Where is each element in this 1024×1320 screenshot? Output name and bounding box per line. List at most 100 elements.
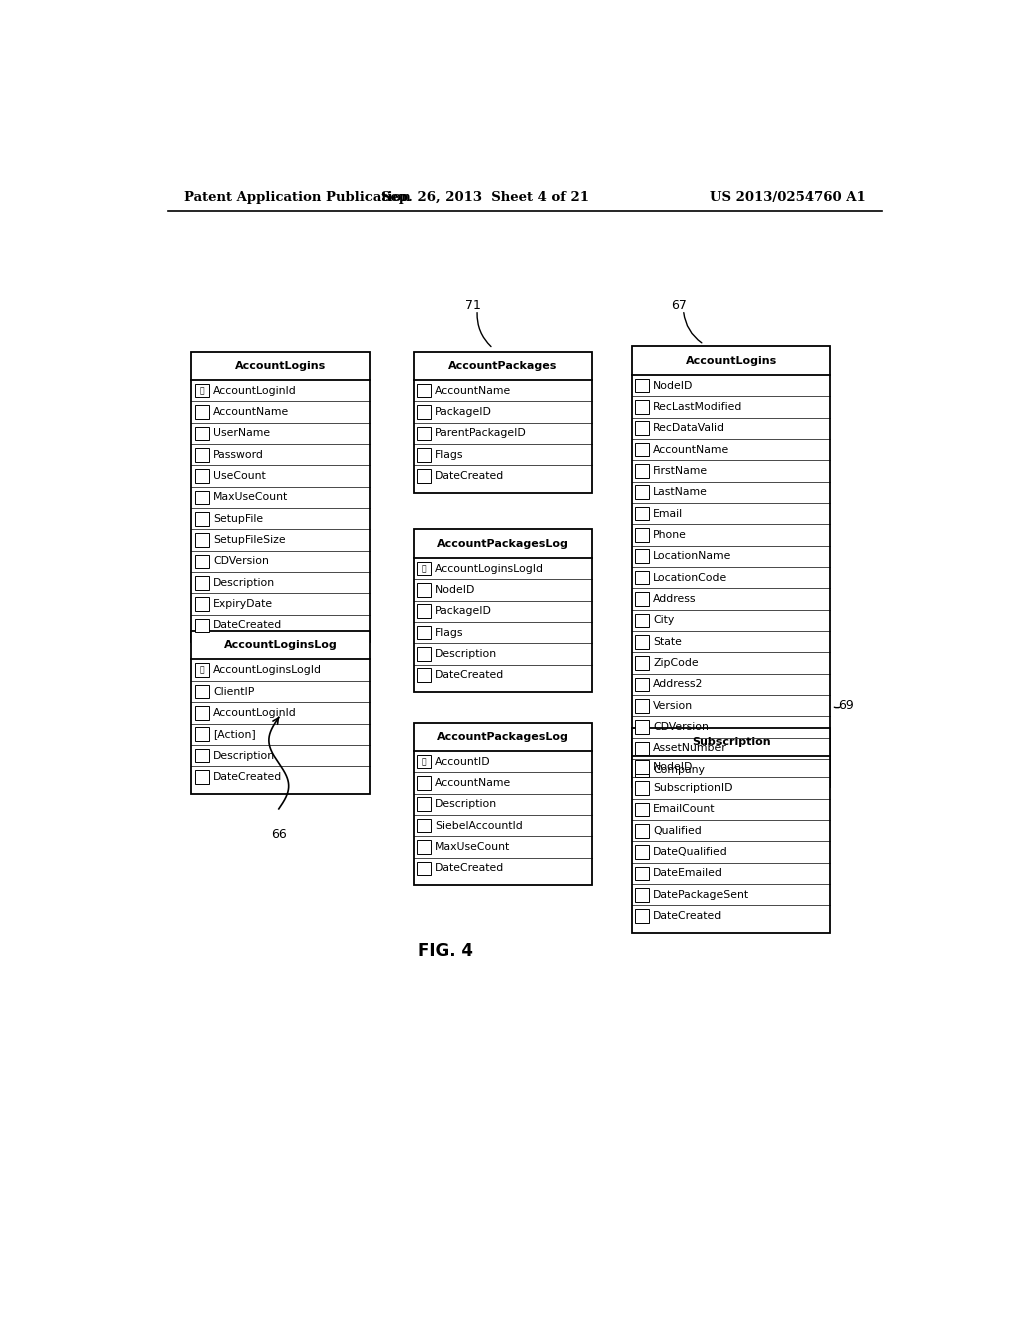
Bar bbox=[417, 384, 431, 397]
Bar bbox=[191, 351, 370, 643]
Text: AccountLoginsLogId: AccountLoginsLogId bbox=[213, 665, 322, 675]
Bar bbox=[635, 465, 649, 478]
Bar bbox=[417, 841, 431, 854]
Text: LocationCode: LocationCode bbox=[653, 573, 728, 582]
Bar bbox=[635, 614, 649, 627]
Bar bbox=[417, 447, 431, 462]
Bar bbox=[417, 562, 431, 576]
Bar bbox=[635, 803, 649, 816]
Bar bbox=[414, 722, 592, 886]
Text: Ⓚ: Ⓚ bbox=[422, 758, 426, 766]
Bar bbox=[635, 507, 649, 520]
Text: State: State bbox=[653, 636, 682, 647]
Bar bbox=[191, 631, 370, 793]
Text: DatePackageSent: DatePackageSent bbox=[653, 890, 750, 900]
Bar bbox=[417, 797, 431, 812]
Bar bbox=[632, 727, 830, 933]
Bar bbox=[635, 742, 649, 755]
Bar bbox=[635, 593, 649, 606]
Bar bbox=[635, 442, 649, 457]
Text: LocationName: LocationName bbox=[653, 552, 732, 561]
Bar bbox=[195, 405, 209, 418]
Text: EmailCount: EmailCount bbox=[653, 804, 716, 814]
Text: Flags: Flags bbox=[435, 627, 464, 638]
Bar bbox=[635, 400, 649, 413]
Bar bbox=[414, 529, 592, 692]
Text: Qualified: Qualified bbox=[653, 826, 702, 836]
Text: Company: Company bbox=[653, 764, 706, 775]
Text: Patent Application Publication: Patent Application Publication bbox=[183, 190, 411, 203]
Bar bbox=[417, 647, 431, 661]
Bar bbox=[635, 845, 649, 859]
Text: 66: 66 bbox=[271, 828, 287, 841]
Text: DateCreated: DateCreated bbox=[435, 863, 505, 874]
Bar bbox=[195, 706, 209, 719]
Text: AccountName: AccountName bbox=[653, 445, 730, 454]
Bar bbox=[195, 748, 209, 763]
Bar bbox=[635, 486, 649, 499]
Text: Password: Password bbox=[213, 450, 264, 459]
Bar bbox=[195, 533, 209, 546]
Bar bbox=[635, 421, 649, 436]
Bar bbox=[195, 619, 209, 632]
Text: Ⓚ: Ⓚ bbox=[422, 564, 426, 573]
Text: DateCreated: DateCreated bbox=[653, 911, 723, 921]
Bar bbox=[195, 384, 209, 397]
Text: Address2: Address2 bbox=[653, 680, 703, 689]
Bar bbox=[635, 677, 649, 692]
Text: PackageID: PackageID bbox=[435, 407, 492, 417]
Bar bbox=[635, 635, 649, 648]
Bar bbox=[417, 426, 431, 440]
Text: RecDataValid: RecDataValid bbox=[653, 424, 725, 433]
Text: Description: Description bbox=[213, 751, 275, 760]
Bar bbox=[195, 426, 209, 440]
Text: DateEmailed: DateEmailed bbox=[653, 869, 723, 878]
Bar bbox=[635, 528, 649, 541]
Text: Ⓚ: Ⓚ bbox=[200, 665, 204, 675]
Text: FIG. 4: FIG. 4 bbox=[418, 942, 473, 960]
Text: AccountPackages: AccountPackages bbox=[449, 360, 558, 371]
Text: DateCreated: DateCreated bbox=[435, 471, 505, 480]
Text: MaxUseCount: MaxUseCount bbox=[435, 842, 510, 851]
Text: PackageID: PackageID bbox=[435, 606, 492, 616]
Bar bbox=[195, 685, 209, 698]
Bar bbox=[417, 776, 431, 789]
Bar bbox=[635, 888, 649, 902]
Bar bbox=[417, 668, 431, 682]
Bar bbox=[417, 626, 431, 639]
Text: AccountLoginId: AccountLoginId bbox=[213, 385, 297, 396]
Text: NodeID: NodeID bbox=[435, 585, 475, 595]
Text: Description: Description bbox=[213, 578, 275, 587]
Text: Flags: Flags bbox=[435, 450, 464, 459]
Bar bbox=[635, 867, 649, 880]
Bar bbox=[195, 447, 209, 462]
Bar bbox=[417, 818, 431, 833]
Text: Subscription: Subscription bbox=[692, 737, 770, 747]
Text: UserName: UserName bbox=[213, 428, 270, 438]
Text: Description: Description bbox=[435, 649, 498, 659]
Text: AccountName: AccountName bbox=[213, 407, 289, 417]
Bar bbox=[195, 554, 209, 568]
Bar bbox=[195, 727, 209, 741]
Text: Ⓚ: Ⓚ bbox=[200, 387, 204, 395]
Text: LastName: LastName bbox=[653, 487, 709, 498]
Text: ExpiryDate: ExpiryDate bbox=[213, 599, 273, 609]
Text: DateCreated: DateCreated bbox=[213, 620, 283, 631]
Bar bbox=[195, 597, 209, 611]
Bar bbox=[635, 549, 649, 564]
Text: AssetNumber: AssetNumber bbox=[653, 743, 727, 754]
Bar bbox=[414, 351, 592, 492]
Text: City: City bbox=[653, 615, 675, 626]
Text: [Action]: [Action] bbox=[213, 729, 256, 739]
Text: AccountName: AccountName bbox=[435, 385, 511, 396]
Text: AccountName: AccountName bbox=[435, 777, 511, 788]
Bar bbox=[195, 512, 209, 525]
Text: Sep. 26, 2013  Sheet 4 of 21: Sep. 26, 2013 Sheet 4 of 21 bbox=[381, 190, 589, 203]
Bar bbox=[635, 824, 649, 838]
Text: Email: Email bbox=[653, 508, 683, 519]
Text: MaxUseCount: MaxUseCount bbox=[213, 492, 288, 503]
Bar bbox=[195, 491, 209, 504]
Bar bbox=[417, 405, 431, 418]
Bar bbox=[635, 763, 649, 776]
Bar bbox=[195, 664, 209, 677]
